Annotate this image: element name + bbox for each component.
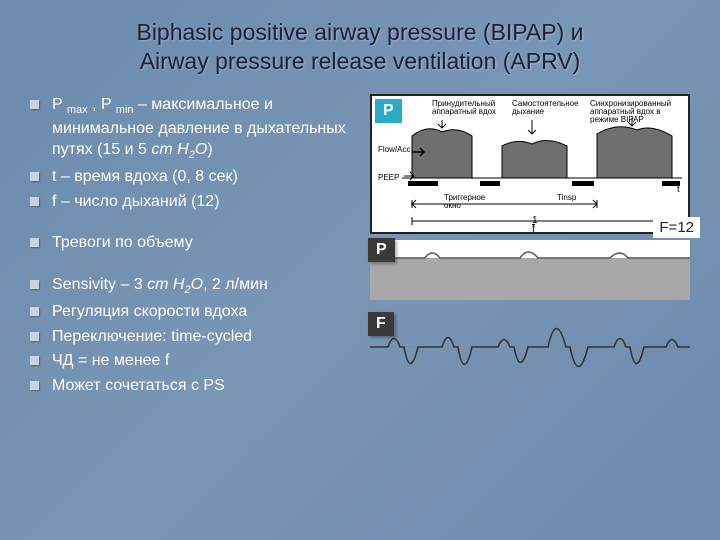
d1-svg: t <box>372 96 692 236</box>
title-line1: Biphasic positive airway pressure (BIPAP… <box>136 19 583 45</box>
bullet-item: Регуляция скорости вдоха <box>30 301 358 323</box>
bullet-list: P max , P min – максимальное и минимальн… <box>30 94 358 397</box>
bullet-item: P max , P min – максимальное и минимальн… <box>30 94 358 164</box>
d3-svg <box>370 302 690 392</box>
bullet-item: Переключение: time-cycled <box>30 326 358 348</box>
content-row: P max , P min – максимальное и минимальн… <box>0 86 720 400</box>
bullet-item: Может сочетаться с PS <box>30 375 358 397</box>
right-column: P Принудительный аппаратный вдох Самосто… <box>370 94 700 400</box>
badge-p-mid: P <box>368 238 395 262</box>
badge-f-bottom: F <box>368 312 394 336</box>
bullet-item: ЧД = не менее f <box>30 350 358 372</box>
diagram-flow-trace: F <box>370 302 690 392</box>
bullet-item: f – число дыханий (12) <box>30 191 358 213</box>
title-line2: Airway pressure release ventilation (APR… <box>140 48 581 74</box>
d2-svg <box>370 240 690 300</box>
slide-title: Biphasic positive airway pressure (BIPAP… <box>0 0 720 86</box>
bullet-item: t – время вдоха (0, 8 сек) <box>30 166 358 188</box>
badge-f-eq: F=12 <box>653 217 700 238</box>
left-column: P max , P min – максимальное и минимальн… <box>30 94 370 400</box>
bullet-item: Тревоги по объему <box>30 232 358 254</box>
bullet-item: Sensivity – 3 cm H2O, 2 л/мин <box>30 274 358 298</box>
diagram-bipap-waveform: P Принудительный аппаратный вдох Самосто… <box>370 94 690 234</box>
badge-p-top: P <box>375 99 402 123</box>
diagram-pressure-strip: P <box>370 240 690 300</box>
